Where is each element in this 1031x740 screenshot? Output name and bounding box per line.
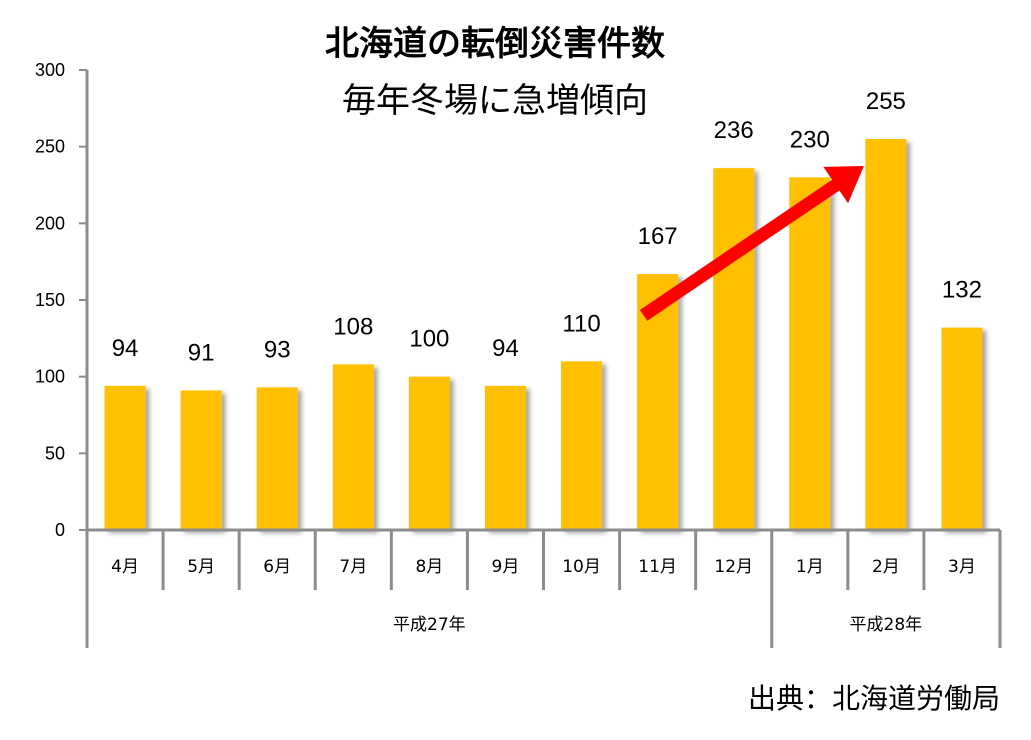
- y-tick-label: 0: [55, 520, 65, 540]
- x-tick-label: 5月: [187, 557, 215, 577]
- data-label: 91: [188, 339, 215, 366]
- bar: [637, 273, 679, 530]
- data-label: 100: [409, 326, 449, 353]
- x-tick-label: 11月: [638, 557, 677, 577]
- bar: [408, 376, 450, 530]
- bar: [789, 177, 831, 531]
- bar: [865, 139, 907, 530]
- source-note: 出典：北海道労働局: [748, 682, 1000, 715]
- data-label: 167: [638, 223, 678, 250]
- data-labels: 94 91 93 108 100 94 110 167 236 230 255 132: [112, 88, 982, 366]
- data-label: 94: [112, 335, 139, 362]
- trend-arrow: [639, 166, 864, 321]
- data-label: 236: [714, 117, 754, 144]
- x-tick-label: 9月: [492, 557, 520, 577]
- data-label: 110: [562, 310, 600, 337]
- x-tick-label: 6月: [263, 557, 291, 577]
- bar: [256, 387, 298, 530]
- y-tick-label: 300: [35, 60, 65, 80]
- data-label: 108: [333, 313, 373, 340]
- bar: [713, 168, 755, 530]
- arrow-head: [823, 166, 864, 204]
- bar: [332, 364, 374, 530]
- bar-series: [104, 139, 983, 531]
- x-tick-label: 1月: [796, 557, 824, 577]
- bar: [484, 385, 526, 530]
- bar: [941, 327, 983, 530]
- data-label: 94: [492, 335, 519, 362]
- x-group-label: 平成28年: [850, 615, 923, 635]
- x-tick-label: 8月: [415, 557, 443, 577]
- y-axis: 0 50 100 150 200 250 300: [35, 60, 89, 540]
- x-group-label: 平成27年: [393, 615, 466, 635]
- bar: [561, 361, 603, 530]
- data-label: 230: [790, 126, 830, 153]
- y-tick-label: 100: [35, 367, 65, 387]
- data-label: 93: [264, 336, 291, 363]
- y-tick-label: 50: [45, 443, 65, 463]
- x-tick-label: 7月: [339, 557, 367, 577]
- x-tick-label: 12月: [714, 557, 753, 577]
- x-tick-label: 2月: [872, 557, 900, 577]
- x-tick-label: 3月: [948, 557, 976, 577]
- chart-subtitle: 毎年冬場に急増傾向: [342, 81, 648, 121]
- x-tick-label: 4月: [111, 557, 139, 577]
- chart-title: 北海道の転倒災害件数: [325, 24, 665, 64]
- data-label: 255: [866, 88, 906, 115]
- y-tick-label: 250: [35, 137, 65, 157]
- bar: [104, 385, 146, 530]
- arrow-shaft: [639, 176, 845, 321]
- y-tick-label: 150: [35, 290, 65, 310]
- x-tick-label: 10月: [562, 557, 601, 577]
- bar: [180, 390, 222, 530]
- y-tick-label: 200: [35, 213, 65, 233]
- data-label: 132: [942, 277, 982, 304]
